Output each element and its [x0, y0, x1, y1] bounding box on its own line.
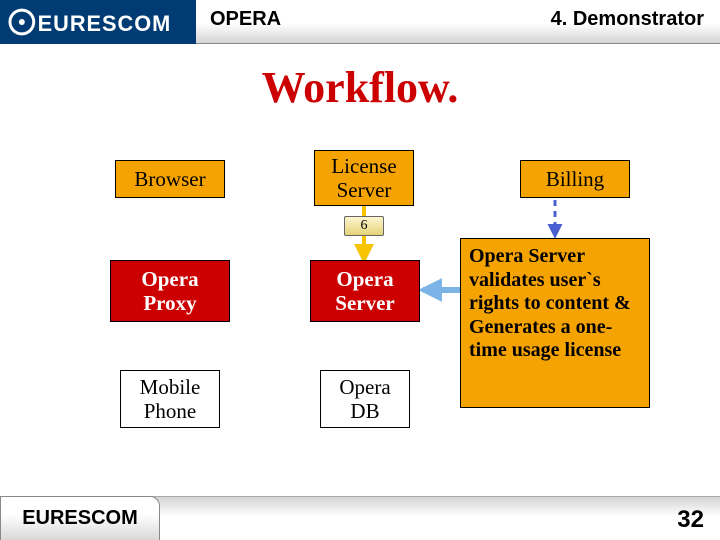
eurescom-logo: EURESCOM	[0, 0, 196, 44]
eurescom-logo-svg: EURESCOM	[8, 4, 196, 40]
svg-text:EURESCOM: EURESCOM	[38, 11, 172, 36]
callout-box: Opera Server validates user`s rights to …	[460, 238, 650, 408]
node-db: Opera DB	[320, 370, 410, 428]
node-server: Opera Server	[310, 260, 420, 322]
slide-title: Workflow.	[0, 62, 720, 113]
node-proxy: Opera Proxy	[110, 260, 230, 322]
header-left-label: OPERA	[210, 8, 281, 31]
node-browser: Browser	[115, 160, 225, 198]
header-right-label: 4. Demonstrator	[551, 8, 704, 31]
page-number: 32	[677, 506, 704, 534]
node-license: License Server	[314, 150, 414, 206]
step-pill-6: 6	[344, 216, 384, 236]
footer-tab: EURESCOM	[0, 496, 160, 540]
header-bar: EURESCOM OPERA 4. Demonstrator	[0, 0, 720, 44]
workflow-diagram: Browser License Server Billing Opera Proxy O…	[0, 120, 720, 490]
node-mobile: Mobile Phone	[120, 370, 220, 428]
node-billing: Billing	[520, 160, 630, 198]
